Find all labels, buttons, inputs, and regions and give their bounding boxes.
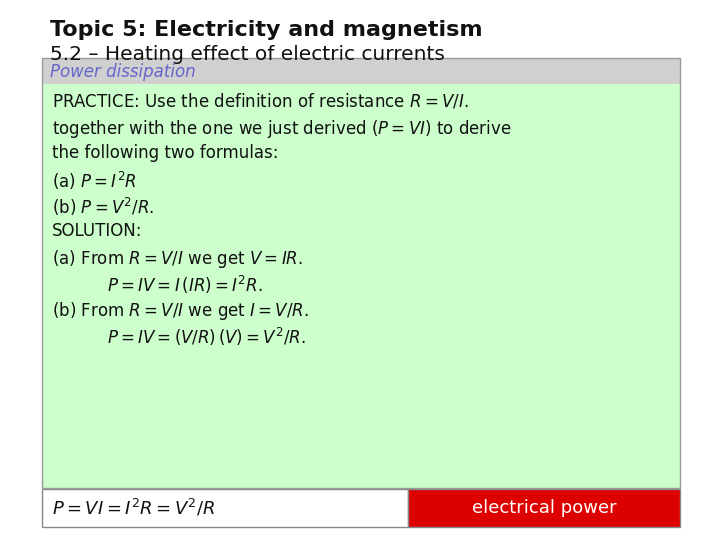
Text: SOLUTION:: SOLUTION: xyxy=(52,222,143,240)
Text: Power dissipation: Power dissipation xyxy=(50,63,196,81)
Text: (a) From $R = V / I$ we get $V = IR.$: (a) From $R = V / I$ we get $V = IR.$ xyxy=(52,248,303,270)
Text: together with the one we just derived ($P = VI$) to derive: together with the one we just derived ($… xyxy=(52,118,511,140)
Text: (b) From $R = V / I$ we get $I = V / R.$: (b) From $R = V / I$ we get $I = V / R.$ xyxy=(52,300,309,322)
Bar xyxy=(42,84,680,488)
Bar xyxy=(42,58,680,488)
Text: (a) $P = I^{2}R$: (a) $P = I^{2}R$ xyxy=(52,170,137,192)
Text: Topic 5: Electricity and magnetism: Topic 5: Electricity and magnetism xyxy=(50,20,482,40)
Text: the following two formulas:: the following two formulas: xyxy=(52,144,279,162)
Text: 5.2 – Heating effect of electric currents: 5.2 – Heating effect of electric current… xyxy=(50,45,445,64)
Text: electrical power: electrical power xyxy=(472,499,616,517)
Bar xyxy=(408,489,680,527)
Bar xyxy=(42,58,680,84)
Text: $P = VI = I^{2}R = V^{2}/ R$: $P = VI = I^{2}R = V^{2}/ R$ xyxy=(52,497,215,518)
Text: $P = IV = I\,( IR ) = I^{2}R.$: $P = IV = I\,( IR ) = I^{2}R.$ xyxy=(107,274,263,296)
Bar xyxy=(42,489,408,527)
Text: (b) $P = V^{2}/ R.$: (b) $P = V^{2}/ R.$ xyxy=(52,196,154,218)
Text: $P = IV = (V / R)\,(V) = V^{2}/ R.$: $P = IV = (V / R)\,(V) = V^{2}/ R.$ xyxy=(107,326,306,348)
Text: PRACTICE: Use the definition of resistance $R = V / I.$: PRACTICE: Use the definition of resistan… xyxy=(52,92,469,111)
